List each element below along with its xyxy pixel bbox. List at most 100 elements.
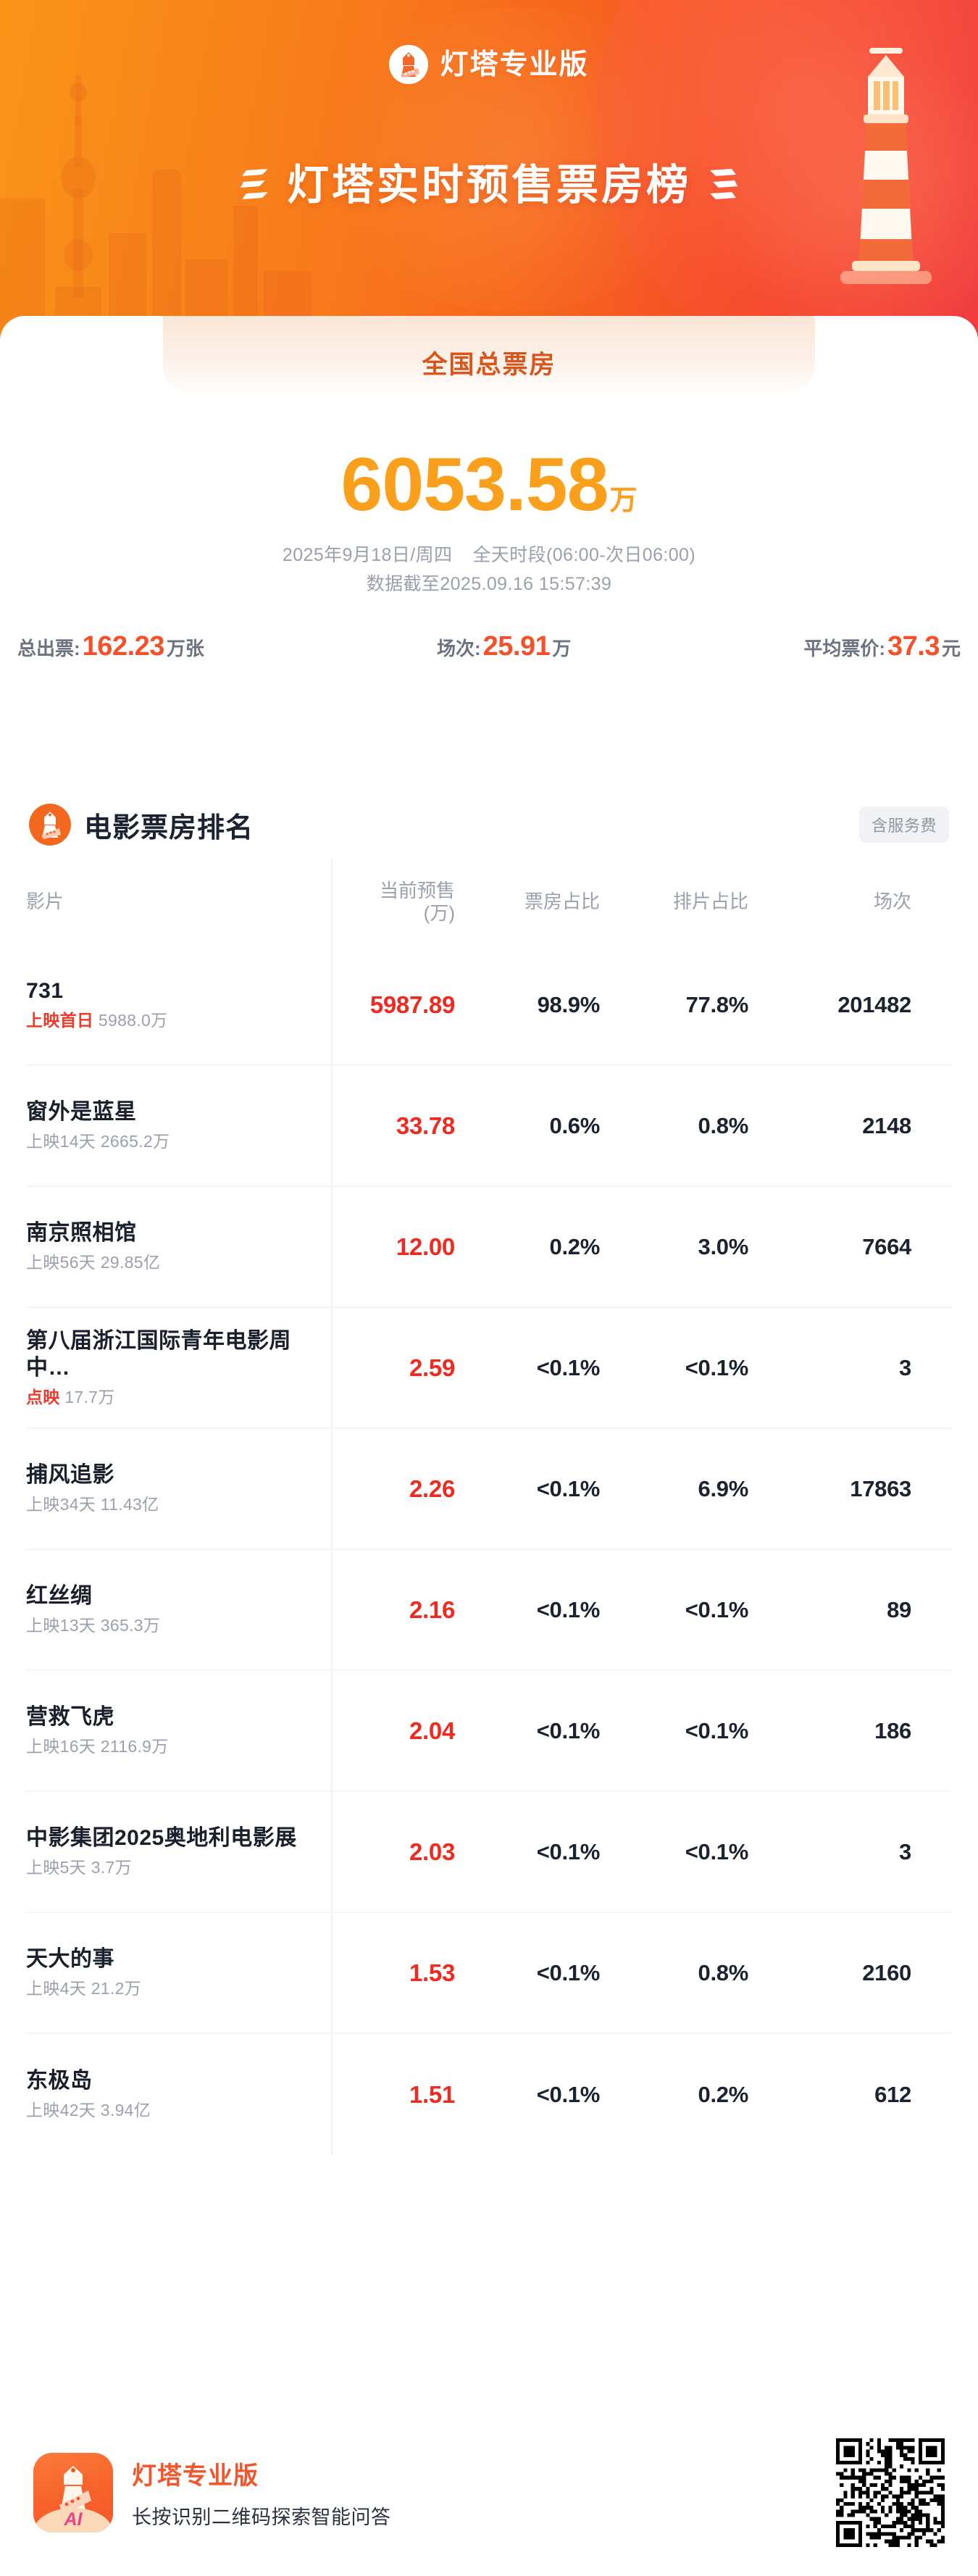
table-row[interactable]: 营救飞虎 上映16天 2116.9万 2.04 <0.1% <0.1% 186 bbox=[26, 1671, 952, 1792]
cell-shows: 89 bbox=[748, 1550, 911, 1670]
cell-presale: 1.51 bbox=[301, 2034, 455, 2155]
shows-value: 89 bbox=[887, 1596, 911, 1622]
shows-value: 3 bbox=[899, 1354, 911, 1380]
summary-stats-row: 总出票: 162.23 万张 场次: 25.91 万 平均票价: 37.3 元 bbox=[0, 599, 978, 662]
sched-share-value: <0.1% bbox=[685, 1596, 749, 1622]
col-header-box-share: 票房占比 bbox=[524, 891, 600, 913]
qr-code-svg bbox=[836, 2438, 945, 2547]
table-row[interactable]: 红丝绸 上映13天 365.3万 2.16 <0.1% <0.1% 89 bbox=[26, 1550, 952, 1671]
col-header-shows: 场次 bbox=[873, 891, 911, 913]
table-row[interactable]: 731 上映首日 5988.0万 5987.89 98.9% 77.8% 201482 bbox=[26, 945, 952, 1066]
film-subtitle: 上映5天 3.7万 bbox=[26, 1857, 301, 1879]
sched-share-value: <0.1% bbox=[685, 1354, 749, 1380]
cell-shows: 612 bbox=[748, 2034, 911, 2155]
film-title: 天大的事 bbox=[26, 1947, 114, 1972]
total-pill-label: 全国总票房 bbox=[422, 350, 556, 379]
cell-sched-share: 6.9% bbox=[600, 1429, 749, 1548]
film-release-tag: 上映42天 bbox=[26, 2100, 96, 2119]
film-gross: 11.43亿 bbox=[100, 1494, 159, 1514]
footer-brand: 灯塔专业版 bbox=[132, 2462, 259, 2490]
hero-banner: 灯塔专业版 灯塔实时预售票房榜 bbox=[0, 0, 978, 341]
col-header-presale: 当前预售 (万) bbox=[380, 880, 455, 925]
table-row[interactable]: 第八届浙江国际青年电影周中… 点映 17.7万 2.59 <0.1% <0.1% 3 bbox=[26, 1308, 952, 1429]
presale-value: 12.00 bbox=[396, 1233, 455, 1260]
cell-sched-share: 0.8% bbox=[600, 1066, 749, 1185]
film-title: 第八届浙江国际青年电影周中… bbox=[26, 1328, 291, 1380]
cell-presale: 1.53 bbox=[301, 1913, 455, 2033]
film-title: 731 bbox=[26, 979, 64, 1004]
table-row[interactable]: 东极岛 上映42天 3.94亿 1.51 <0.1% 0.2% 612 bbox=[26, 2034, 952, 2155]
film-gross: 365.3万 bbox=[100, 1615, 161, 1635]
stat-total-tickets: 总出票: 162.23 万张 bbox=[17, 631, 204, 662]
table-row[interactable]: 中影集团2025奥地利电影展 上映5天 3.7万 2.03 <0.1% <0.1% 3 bbox=[26, 1792, 952, 1913]
film-release-tag: 上映14天 bbox=[26, 1131, 96, 1151]
column-divider bbox=[330, 1429, 333, 1548]
footer-tip: 长按识别二维码探索智能问答 bbox=[132, 2506, 391, 2528]
table-row[interactable]: 天大的事 上映4天 21.2万 1.53 <0.1% 0.8% 2160 bbox=[26, 1913, 952, 2034]
presale-value: 5987.89 bbox=[369, 991, 455, 1018]
brand-name: 灯塔专业版 bbox=[440, 49, 589, 80]
col-sched-share: 排片占比 bbox=[600, 859, 748, 945]
table-row[interactable]: 窗外是蓝星 上映14天 2665.2万 33.78 0.6% 0.8% 2148 bbox=[26, 1066, 952, 1187]
cell-box-share: 98.9% bbox=[455, 945, 601, 1064]
cell-presale: 2.04 bbox=[301, 1671, 455, 1791]
ai-badge-label: AI bbox=[33, 2509, 113, 2530]
film-release-tag: 上映4天 bbox=[26, 1978, 86, 1998]
movie-ranking-section: 电影票房排名 含服务费 影片 当前预售 (万) 票房占比 排片占比 场次 bbox=[0, 790, 978, 2155]
column-divider bbox=[330, 1308, 333, 1427]
column-divider bbox=[330, 1550, 333, 1670]
film-subtitle: 上映16天 2116.9万 bbox=[26, 1736, 301, 1758]
date-text: 2025年9月18日/周四 bbox=[282, 544, 453, 565]
film-subtitle: 上映13天 365.3万 bbox=[26, 1615, 301, 1637]
meta-line-2: 数据截至2025.09.16 15:57:39 bbox=[0, 570, 978, 599]
presale-value: 2.04 bbox=[409, 1717, 455, 1744]
table-body: 731 上映首日 5988.0万 5987.89 98.9% 77.8% 201482 窗外… bbox=[26, 945, 952, 2155]
section-header: 电影票房排名 含服务费 bbox=[0, 790, 978, 859]
qr-code-icon[interactable] bbox=[836, 2438, 945, 2547]
film-subtitle: 上映56天 29.85亿 bbox=[26, 1252, 301, 1274]
column-divider bbox=[330, 2034, 333, 2155]
col-header-sched-share: 排片占比 bbox=[672, 891, 748, 913]
cell-presale: 2.59 bbox=[301, 1308, 455, 1427]
film-gross: 3.7万 bbox=[91, 1857, 132, 1877]
sched-share-value: <0.1% bbox=[685, 1717, 749, 1743]
cell-box-share: 0.2% bbox=[455, 1187, 601, 1306]
cell-film: 中影集团2025奥地利电影展 上映5天 3.7万 bbox=[26, 1792, 301, 1912]
table-row[interactable]: 南京照相馆 上映56天 29.85亿 12.00 0.2% 3.0% 7664 bbox=[26, 1187, 952, 1308]
cell-sched-share: 3.0% bbox=[600, 1187, 749, 1306]
cell-sched-share: <0.1% bbox=[600, 1550, 749, 1670]
col-box-share: 票房占比 bbox=[455, 859, 600, 945]
stat-unit: 万 bbox=[552, 637, 572, 659]
col-header-presale-unit: (万) bbox=[423, 902, 455, 924]
sched-share-value: 0.2% bbox=[698, 2081, 749, 2107]
box-share-value: <0.1% bbox=[536, 1475, 601, 1501]
box-share-value: 98.9% bbox=[537, 991, 601, 1017]
stat-unit: 万张 bbox=[166, 637, 204, 659]
sched-share-value: <0.1% bbox=[685, 1838, 749, 1864]
shows-value: 3 bbox=[899, 1838, 911, 1864]
column-divider bbox=[330, 1671, 333, 1791]
stat-avg-price: 平均票价: 37.3 元 bbox=[803, 631, 961, 662]
table-row[interactable]: 捕风追影 上映34天 11.43亿 2.26 <0.1% 6.9% 17863 bbox=[26, 1429, 952, 1550]
cell-film: 南京照相馆 上映56天 29.85亿 bbox=[26, 1187, 301, 1306]
film-gross: 29.85亿 bbox=[100, 1252, 161, 1272]
box-share-value: <0.1% bbox=[536, 1596, 601, 1622]
summary-meta: 2025年9月18日/周四 全天时段(06:00-次日06:00) 数据截至202… bbox=[0, 520, 978, 599]
cell-film: 红丝绸 上映13天 365.3万 bbox=[26, 1550, 301, 1670]
meta-line-1: 2025年9月18日/周四 全天时段(06:00-次日06:00) bbox=[0, 541, 978, 570]
box-share-value: 0.2% bbox=[549, 1233, 601, 1259]
film-gross: 5988.0万 bbox=[98, 1010, 168, 1030]
box-share-value: <0.1% bbox=[536, 1717, 601, 1743]
cell-film: 天大的事 上映4天 21.2万 bbox=[26, 1913, 301, 2033]
ranking-table: 影片 当前预售 (万) 票房占比 排片占比 场次 731 上映首日 5988.0万… bbox=[0, 859, 978, 2155]
session-text: 全天时段(06:00-次日06:00) bbox=[472, 544, 696, 565]
cell-sched-share: <0.1% bbox=[600, 1792, 749, 1912]
cell-box-share: 0.6% bbox=[455, 1066, 601, 1185]
cell-shows: 201482 bbox=[748, 945, 911, 1064]
cell-box-share: <0.1% bbox=[455, 1550, 601, 1670]
shows-value: 2148 bbox=[862, 1112, 911, 1138]
lighthouse-app-icon[interactable]: AI bbox=[33, 2453, 113, 2533]
presale-value: 2.03 bbox=[409, 1838, 455, 1865]
page-title-row: 灯塔实时预售票房榜 bbox=[0, 163, 978, 208]
film-subtitle: 上映首日 5988.0万 bbox=[26, 1010, 301, 1032]
